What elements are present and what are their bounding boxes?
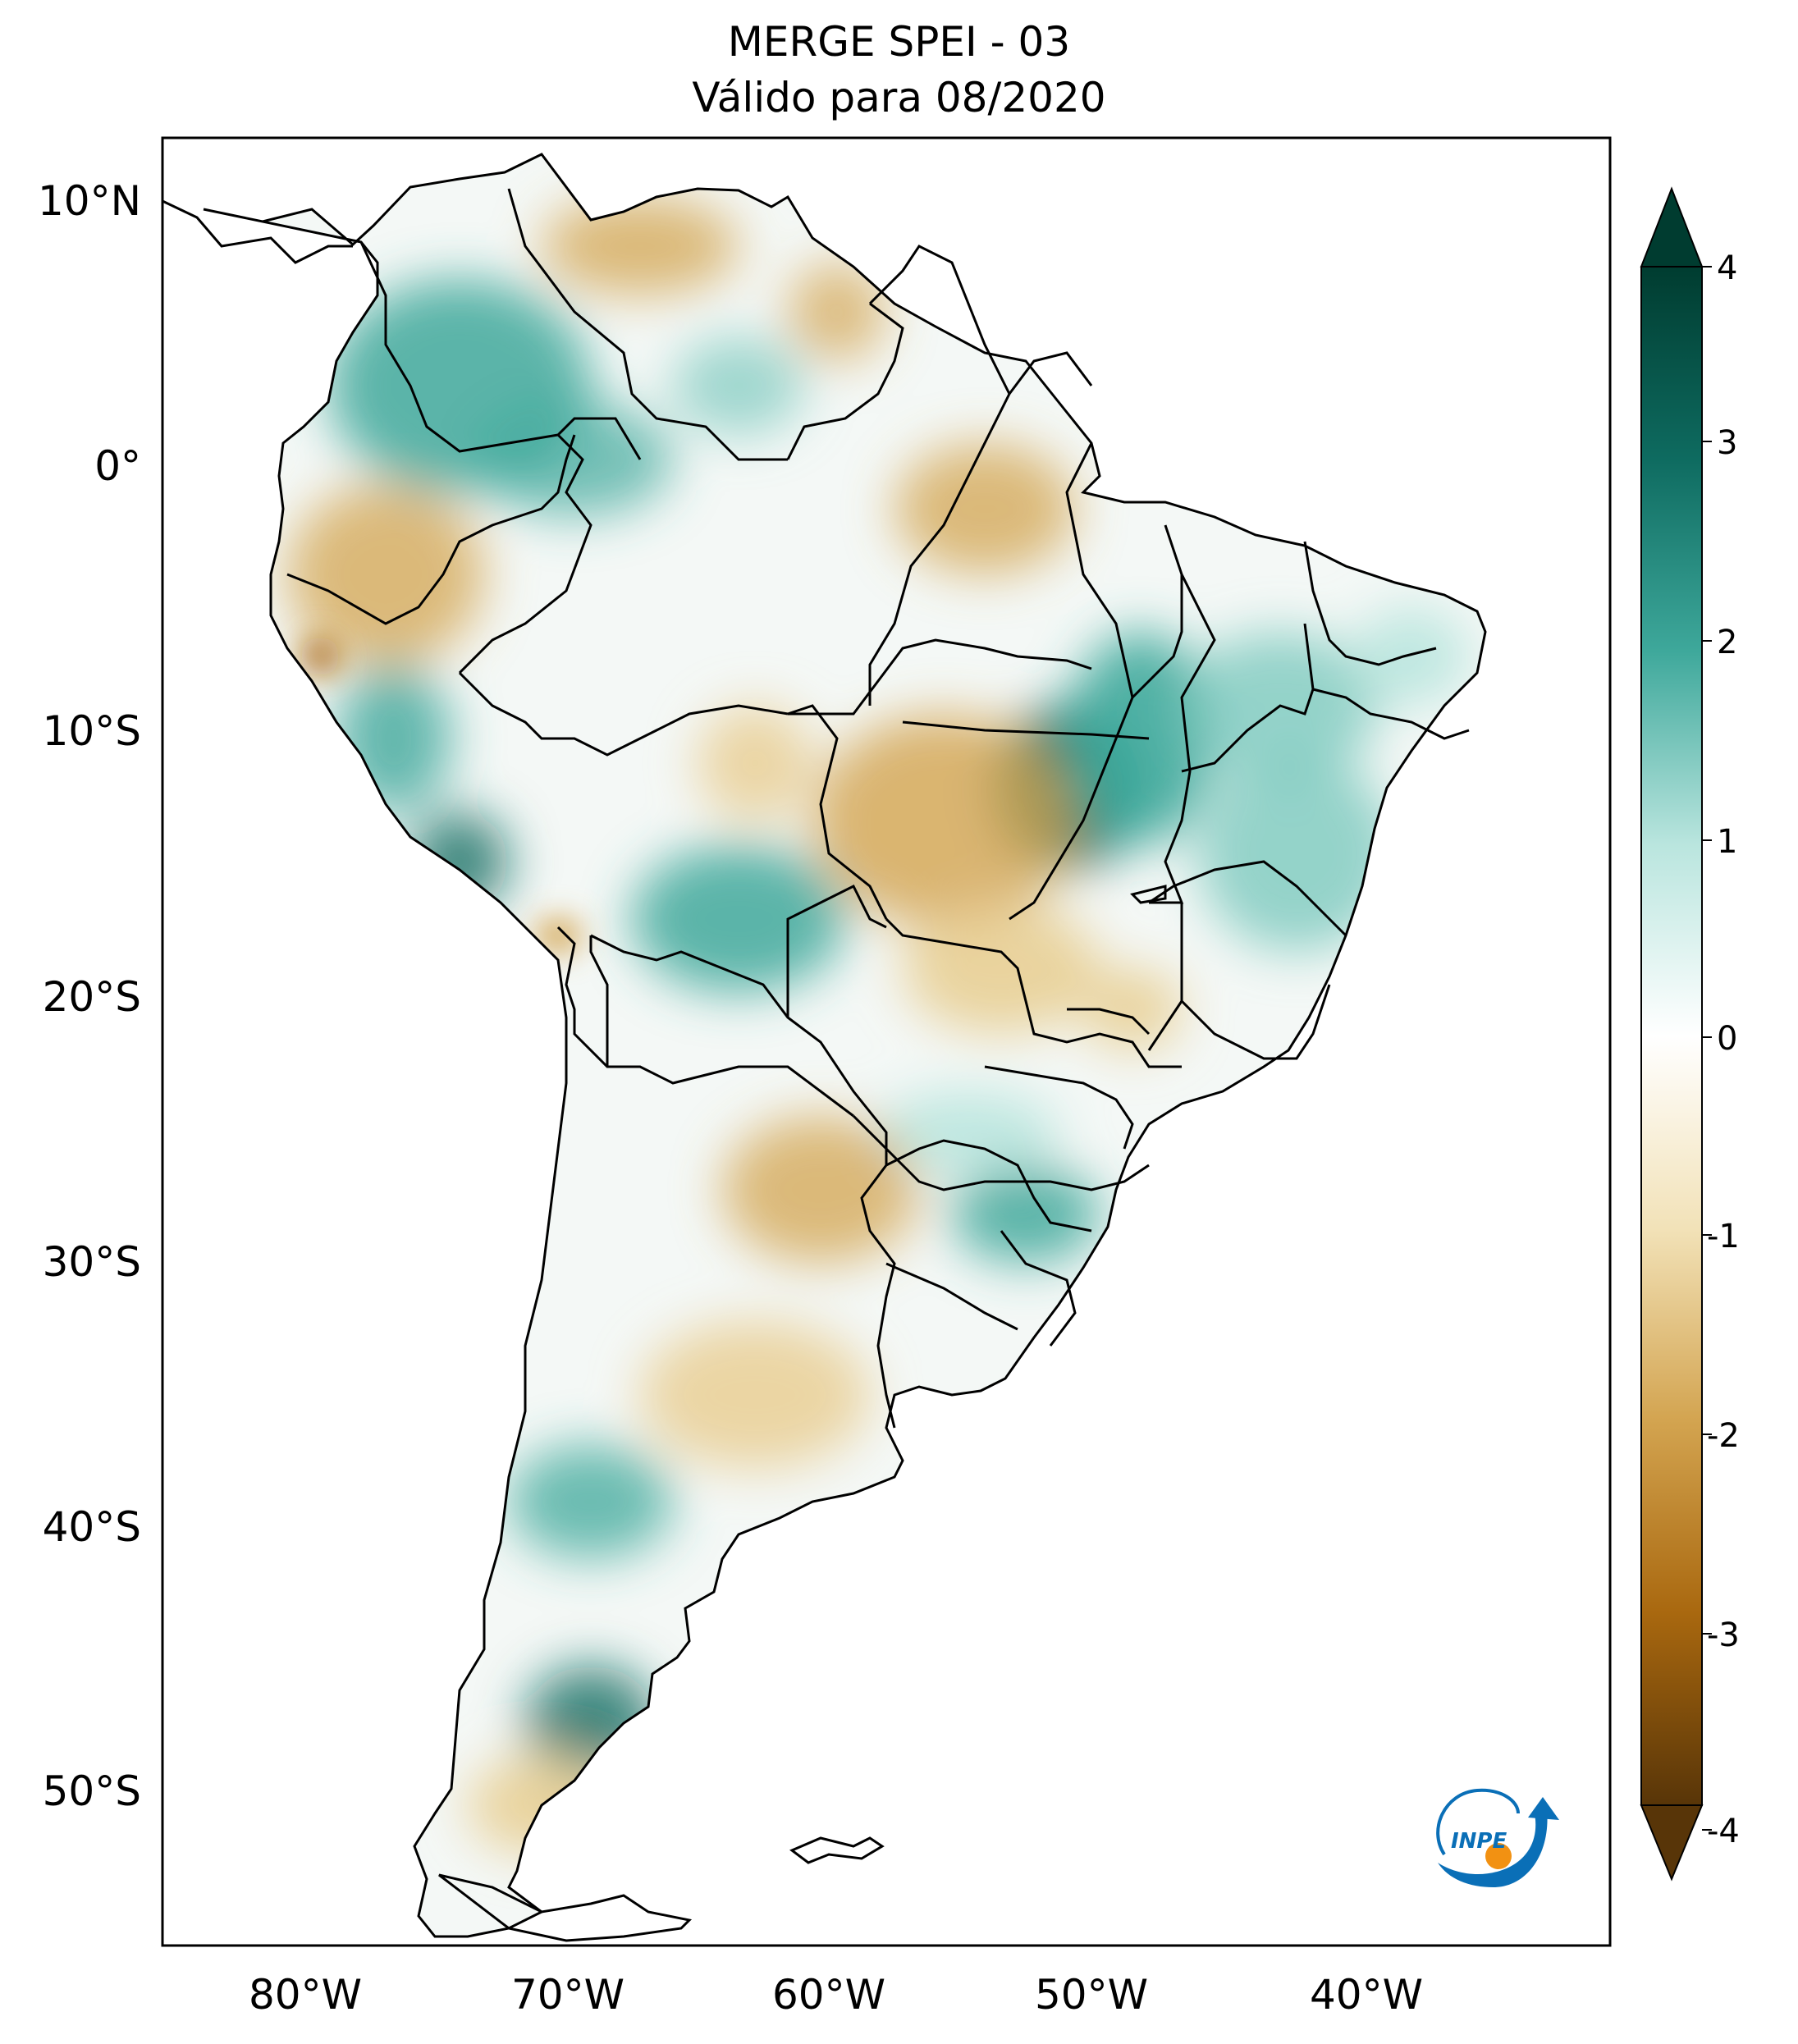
lat-label-20s: 20°S: [43, 973, 141, 1021]
colorbar: 4 3 2 1 0 -1 -2 -3 -4: [1640, 186, 1740, 1882]
political-borders: [286, 188, 1470, 1429]
colorbar-tick-neg3: -3: [1707, 1616, 1740, 1654]
colorbar-tick-neg4: -4: [1707, 1813, 1740, 1850]
lon-label-80w: 80°W: [249, 1971, 362, 2019]
lat-label-0: 0°: [94, 442, 141, 490]
inpe-logo: INPE: [1436, 1788, 1559, 1887]
lat-label-50s: 50°S: [43, 1767, 141, 1815]
colorbar-tick-3: 3: [1717, 424, 1737, 462]
inpe-logo-text: INPE: [1451, 1829, 1507, 1854]
colorbar-tick-2: 2: [1717, 624, 1737, 661]
lat-label-10s: 10°S: [43, 707, 141, 755]
map-subtitle: Válido para 08/2020: [692, 74, 1106, 121]
map-title: MERGE SPEI - 03: [727, 18, 1071, 66]
tierra-del-fuego-outline: [438, 1873, 693, 1942]
colorbar-tick-0: 0: [1717, 1020, 1737, 1058]
lon-label-40w: 40°W: [1310, 1971, 1423, 2019]
lon-label-60w: 60°W: [772, 1971, 885, 2019]
falklands-outline: [789, 1836, 885, 1864]
lat-label-40s: 40°S: [43, 1503, 141, 1551]
colorbar-tick-4: 4: [1717, 249, 1737, 287]
lat-label-30s: 30°S: [43, 1238, 141, 1286]
lon-label-70w: 70°W: [511, 1971, 624, 2019]
central-america-coast: [162, 199, 353, 264]
lat-label-10n: 10°N: [38, 177, 141, 225]
colorbar-tick-neg2: -2: [1707, 1417, 1740, 1455]
lon-label-50w: 50°W: [1035, 1971, 1148, 2019]
colorbar-tick-neg1: -1: [1707, 1218, 1740, 1255]
colorbar-tick-1: 1: [1717, 823, 1737, 861]
